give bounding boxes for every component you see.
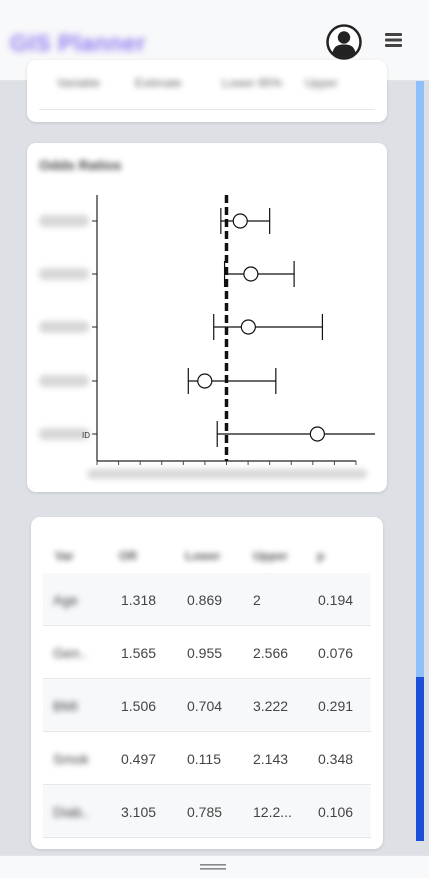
forest-plot: ID [39,195,375,479]
table-row: Smok 0.497 0.115 2.143 0.348 [43,732,371,785]
cell-lower: 0.955 [187,645,223,661]
y-tick-label-visible: ID [82,431,90,440]
hamburger-menu-icon[interactable] [385,32,402,48]
table-row: Diab.. 3.105 0.785 12.2... 0.106 [43,785,371,838]
cell-upper: 2.143 [253,751,289,767]
column-header[interactable]: Upper [253,549,288,563]
cell-variable: Diab.. [53,804,90,820]
bottom-bar [0,855,429,878]
summary-cell: Estimate [135,76,182,90]
summary-cell: Lower 95% [222,76,283,90]
point-estimate [309,426,325,442]
summary-cell: Variable [57,76,101,90]
cell-upper: 12.2... [253,804,292,820]
point-estimate [232,213,248,229]
page-scrollbar-track[interactable] [416,81,424,841]
cell-or: 3.105 [121,804,157,820]
summary-card: Variable Estimate Lower 95% Upper [27,60,387,122]
point-estimate [240,319,256,335]
user-circle-icon[interactable] [326,24,362,60]
column-header[interactable]: p [317,549,325,563]
cell-p: 0.106 [318,804,354,820]
column-header[interactable]: OR [119,549,137,563]
cell-or: 1.506 [121,698,157,714]
forest-plot-card: Odds Ratios ID [27,143,387,492]
cell-or: 1.565 [121,645,157,661]
cell-or: 1.318 [121,592,157,608]
page-scrollbar-thumb[interactable] [416,677,424,841]
cell-upper: 2.566 [253,645,289,661]
table-row: Gen.. 1.565 0.955 2.566 0.076 [43,626,371,679]
y-tick-label-diabetes-hba1c_ckd [39,428,89,440]
column-header[interactable]: Var [55,549,74,563]
y-tick-label-age [39,215,89,227]
cell-lower: 0.869 [187,592,223,608]
cell-p: 0.194 [318,592,354,608]
point-estimate [243,266,259,282]
cell-upper: 3.222 [253,698,289,714]
table-header: Var OR Lower Upper p [43,539,371,573]
cell-p: 0.076 [318,645,354,661]
cell-variable: Gen.. [53,645,88,661]
cell-p: 0.348 [318,751,354,767]
cell-lower: 0.115 [187,751,221,767]
cell-lower: 0.704 [187,698,223,714]
cell-p: 0.291 [318,698,354,714]
table-row: Age 1.318 0.869 2 0.194 [43,573,371,626]
y-tick-label-smoker [39,375,89,387]
y-tick-label-gender [39,268,89,280]
summary-cell: Upper [305,76,338,90]
y-tick-label-bmi [39,321,89,333]
row-divider [39,109,375,110]
drag-handle-icon[interactable] [200,864,226,870]
cell-upper: 2 [253,592,261,608]
cell-variable: Smok [53,751,89,767]
cell-variable: Age [53,592,78,608]
cell-variable: BMI [53,698,78,714]
chart-title: Odds Ratios [39,157,122,173]
x-axis-tick-labels [87,469,367,479]
cell-lower: 0.785 [187,804,223,820]
table-row: BMI 1.506 0.704 3.222 0.291 [43,679,371,732]
results-table-card: Var OR Lower Upper p Age 1.318 0.869 2 0… [31,517,383,849]
cell-or: 0.497 [121,751,157,767]
column-header[interactable]: Lower [185,549,221,563]
point-estimate [197,373,213,389]
brand-logo[interactable]: GIS Planner [10,30,146,56]
